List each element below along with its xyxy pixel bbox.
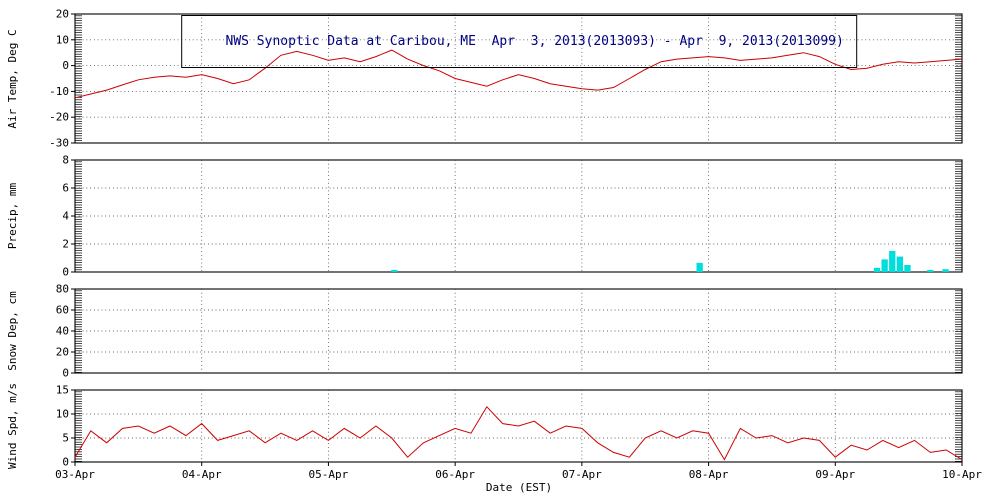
- panel-frame: [74, 13, 963, 144]
- x-tick-label: 09-Apr: [815, 468, 855, 481]
- precip-bar: [873, 267, 881, 272]
- panel-snow-depth: 80 60 40 20 0: [56, 283, 963, 380]
- x-tick-label: 04-Apr: [182, 468, 222, 481]
- ylabel-precip: Precip, mm: [6, 183, 19, 250]
- y-tick-label: 20: [56, 346, 69, 359]
- y-tick-label: -30: [49, 137, 69, 150]
- x-axis-label: Date (EST): [486, 481, 552, 494]
- y-tick-label: -20: [49, 111, 69, 124]
- ylabel-snow-depth: Snow Dep, cm: [6, 291, 19, 371]
- precip-bar: [942, 269, 949, 272]
- y-tick-label: 5: [62, 432, 69, 445]
- chart-title-box: NWS Synoptic Data at Caribou, ME Apr 3, …: [181, 15, 857, 68]
- air-temp-line: [74, 49, 963, 99]
- panel-frame: [74, 389, 963, 463]
- y-tick-label: 8: [62, 154, 69, 167]
- y-tick-label: 0: [62, 456, 69, 469]
- panel-wind-speed: 15 10 5 0: [56, 384, 963, 469]
- x-tick-label: 06-Apr: [435, 468, 475, 481]
- x-tick-label: 05-Apr: [309, 468, 349, 481]
- ylabel-air-temp: Air Temp, Deg C: [6, 29, 19, 128]
- precip-bar: [889, 251, 896, 272]
- precip-bar: [904, 265, 911, 272]
- y-tick-label: 4: [62, 210, 69, 223]
- x-tick-label: 08-Apr: [689, 468, 729, 481]
- precip-bar: [391, 269, 398, 272]
- x-axis-layer: 03-Apr 04-Apr 05-Apr 06-Apr 07-Apr 08-Apr 09-A…: [55, 462, 982, 481]
- y-tick-label: 40: [56, 325, 69, 338]
- y-tick-label: 10: [56, 408, 69, 421]
- x-tick-label: 03-Apr: [55, 468, 95, 481]
- panel-air-temp: 20 10 0 -10 -20 -30: [49, 8, 963, 150]
- y-tick-label: 20: [56, 8, 69, 21]
- y-tick-label: 0: [62, 266, 69, 279]
- precip-bar: [927, 269, 934, 272]
- x-tick-label: 07-Apr: [562, 468, 602, 481]
- precip-bar: [881, 259, 888, 272]
- y-tick-label: 0: [62, 367, 69, 380]
- y-tick-label: 15: [56, 384, 69, 397]
- y-tick-label: 60: [56, 304, 69, 317]
- precip-bar: [896, 256, 903, 272]
- y-tick-label: 10: [56, 33, 69, 46]
- precip-bar: [696, 262, 703, 272]
- chart-title: NWS Synoptic Data at Caribou, ME Apr 3, …: [225, 34, 844, 49]
- y-tick-label: 2: [62, 238, 69, 251]
- x-tick-label: 10-Apr: [942, 468, 982, 481]
- y-tick-label: -10: [49, 85, 69, 98]
- y-tick-label: 6: [62, 182, 69, 195]
- y-tick-label: 0: [62, 59, 69, 72]
- panel-precip: 8 6 4 2 0: [62, 154, 963, 279]
- wind-speed-line: [74, 405, 963, 461]
- y-tick-label: 80: [56, 283, 69, 296]
- ylabel-wind-speed: Wind Spd, m/s: [6, 383, 19, 469]
